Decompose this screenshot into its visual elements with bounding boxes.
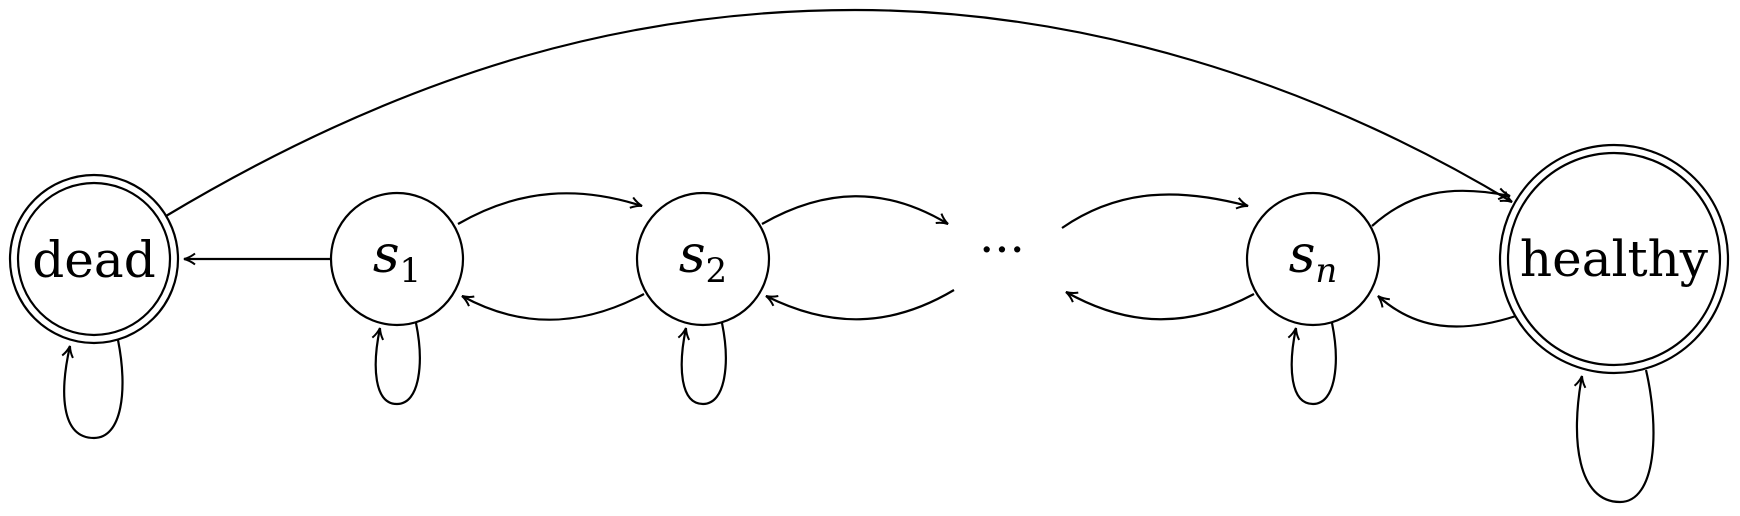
edge-s2-to-ellipsis	[761, 195, 949, 225]
loop-healthy	[1573, 369, 1655, 504]
loop-dead	[61, 339, 124, 440]
edge-ellipsis-to-sn	[1061, 193, 1249, 229]
node-s1: s1	[329, 191, 465, 327]
edge-s1-to-s2	[457, 192, 643, 225]
edge-s2-to-s1	[461, 293, 645, 321]
loop-s2	[677, 322, 727, 406]
svg-text:s2: s2	[679, 225, 727, 291]
edge-healthy-to-sn	[1377, 295, 1517, 328]
node-healthy: healthy	[1498, 143, 1730, 375]
loop-sn	[1287, 322, 1337, 406]
node-sn-sub: n	[1315, 251, 1337, 291]
edge-sn-to-ellipsis	[1065, 291, 1255, 321]
node-s2-sub: 2	[706, 251, 728, 291]
svg-text:s1: s1	[373, 225, 421, 291]
node-healthy-label: healthy	[1520, 230, 1709, 288]
node-sn: sn	[1245, 191, 1381, 327]
node-dead: dead	[8, 173, 180, 345]
node-s2-base: s	[679, 225, 706, 285]
node-s1-sub: 1	[400, 251, 422, 291]
ellipsis-label: ···	[979, 222, 1025, 278]
edges	[61, 8, 1655, 504]
edge-dead-to-healthy	[165, 8, 1513, 217]
node-s1-base: s	[373, 225, 400, 285]
node-dead-label: dead	[32, 231, 155, 289]
edge-ellipsis-to-s2	[765, 289, 955, 321]
edge-sn-to-healthy	[1371, 187, 1511, 227]
loop-s1	[371, 322, 421, 406]
svg-text:sn: sn	[1289, 225, 1338, 291]
node-sn-base: s	[1289, 225, 1316, 285]
node-s2: s2	[635, 191, 771, 327]
